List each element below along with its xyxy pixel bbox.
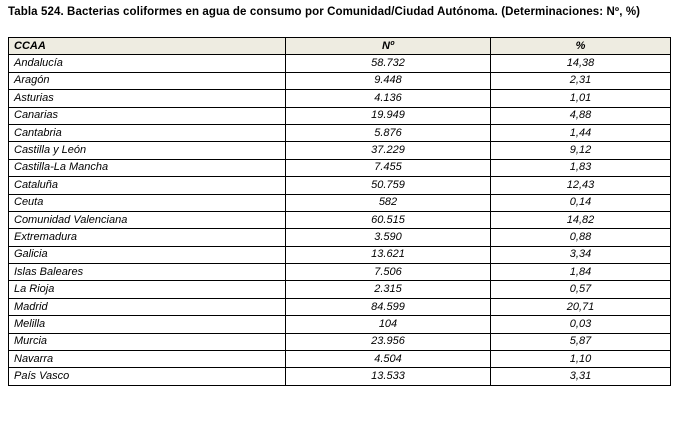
table-row: Castilla-La Mancha 7.455 1,83	[8, 158, 671, 178]
cell-percent: 3,34	[490, 245, 671, 265]
table-row: Asturias 4.136 1,01	[8, 89, 671, 108]
table-row: Andalucía 58.732 14,38	[8, 54, 671, 73]
cell-ccaa: Ceuta	[8, 193, 286, 212]
table-body: Andalucía 58.732 14,38 Aragón 9.448 2,31 Astur…	[8, 54, 671, 386]
cell-ccaa: Castilla y León	[8, 141, 286, 160]
table-row: Aragón 9.448 2,31	[8, 71, 671, 91]
header-percent: %	[490, 36, 671, 56]
cell-percent: 1,83	[490, 158, 671, 178]
cell-ccaa: Cataluña	[8, 176, 286, 195]
cell-numero: 104	[285, 315, 491, 334]
cell-percent: 20,71	[490, 297, 671, 317]
cell-percent: 5,87	[490, 332, 671, 352]
cell-numero: 50.759	[285, 176, 491, 195]
table-header-row: CCAA Nº %	[8, 36, 671, 56]
cell-ccaa: Navarra	[8, 350, 286, 369]
cell-ccaa: Melilla	[8, 315, 286, 334]
cell-percent: 2,31	[490, 71, 671, 91]
cell-numero: 4.504	[285, 350, 491, 369]
cell-numero: 582	[285, 193, 491, 212]
table-row: Islas Baleares 7.506 1,84	[8, 263, 671, 282]
table-row: Madrid 84.599 20,71	[8, 297, 671, 317]
coliform-bacteria-table: CCAA Nº % Andalucía 58.732 14,38 Aragón 9.44…	[8, 36, 671, 386]
cell-percent: 0,57	[490, 280, 671, 299]
cell-ccaa: Castilla-La Mancha	[8, 158, 286, 178]
cell-numero: 7.506	[285, 263, 491, 282]
cell-ccaa: Asturias	[8, 89, 286, 108]
cell-ccaa: Madrid	[8, 297, 286, 317]
cell-percent: 0,03	[490, 315, 671, 334]
cell-ccaa: Andalucía	[8, 54, 286, 73]
cell-numero: 13.621	[285, 245, 491, 265]
table-title: Tabla 524. Bacterias coliformes en agua …	[8, 6, 641, 18]
table-row: Ceuta 582 0,14	[8, 193, 671, 212]
cell-ccaa: Comunidad Valenciana	[8, 210, 286, 230]
table-row: Galicia 13.621 3,34	[8, 245, 671, 265]
cell-percent: 14,38	[490, 54, 671, 73]
cell-ccaa: Canarias	[8, 106, 286, 125]
table-row: Extremadura 3.590 0,88	[8, 228, 671, 247]
table-row: Cataluña 50.759 12,43	[8, 176, 671, 195]
cell-percent: 4,88	[490, 106, 671, 125]
table-row: País Vasco 13.533 3,31	[8, 367, 671, 386]
cell-percent: 9,12	[490, 141, 671, 160]
cell-percent: 0,88	[490, 228, 671, 247]
table-row: Navarra 4.504 1,10	[8, 350, 671, 369]
header-ccaa: CCAA	[8, 36, 286, 56]
cell-ccaa: Murcia	[8, 332, 286, 352]
cell-ccaa: Islas Baleares	[8, 263, 286, 282]
cell-ccaa: Extremadura	[8, 228, 286, 247]
table-row: Canarias 19.949 4,88	[8, 106, 671, 125]
table-row: La Rioja 2.315 0,57	[8, 280, 671, 299]
header-numero: Nº	[285, 36, 491, 56]
table-row: Comunidad Valenciana 60.515 14,82	[8, 210, 671, 230]
cell-percent: 1,84	[490, 263, 671, 282]
cell-numero: 7.455	[285, 158, 491, 178]
cell-percent: 1,44	[490, 123, 671, 143]
cell-percent: 12,43	[490, 176, 671, 195]
cell-percent: 0,14	[490, 193, 671, 212]
cell-numero: 23.956	[285, 332, 491, 352]
cell-numero: 3.590	[285, 228, 491, 247]
table-row: Murcia 23.956 5,87	[8, 332, 671, 352]
cell-percent: 14,82	[490, 210, 671, 230]
cell-ccaa: La Rioja	[8, 280, 286, 299]
cell-percent: 1,01	[490, 89, 671, 108]
cell-ccaa: País Vasco	[8, 367, 286, 386]
cell-percent: 1,10	[490, 350, 671, 369]
cell-ccaa: Aragón	[8, 71, 286, 91]
cell-ccaa: Galicia	[8, 245, 286, 265]
cell-ccaa: Cantabria	[8, 123, 286, 143]
cell-numero: 58.732	[285, 54, 491, 73]
cell-numero: 5.876	[285, 123, 491, 143]
table-row: Castilla y León 37.229 9,12	[8, 141, 671, 160]
cell-numero: 13.533	[285, 367, 491, 386]
cell-numero: 2.315	[285, 280, 491, 299]
table-row: Melilla 104 0,03	[8, 315, 671, 334]
cell-numero: 60.515	[285, 210, 491, 230]
cell-numero: 19.949	[285, 106, 491, 125]
cell-percent: 3,31	[490, 367, 671, 386]
cell-numero: 37.229	[285, 141, 491, 160]
table-row: Cantabria 5.876 1,44	[8, 123, 671, 143]
cell-numero: 4.136	[285, 89, 491, 108]
cell-numero: 84.599	[285, 297, 491, 317]
cell-numero: 9.448	[285, 71, 491, 91]
